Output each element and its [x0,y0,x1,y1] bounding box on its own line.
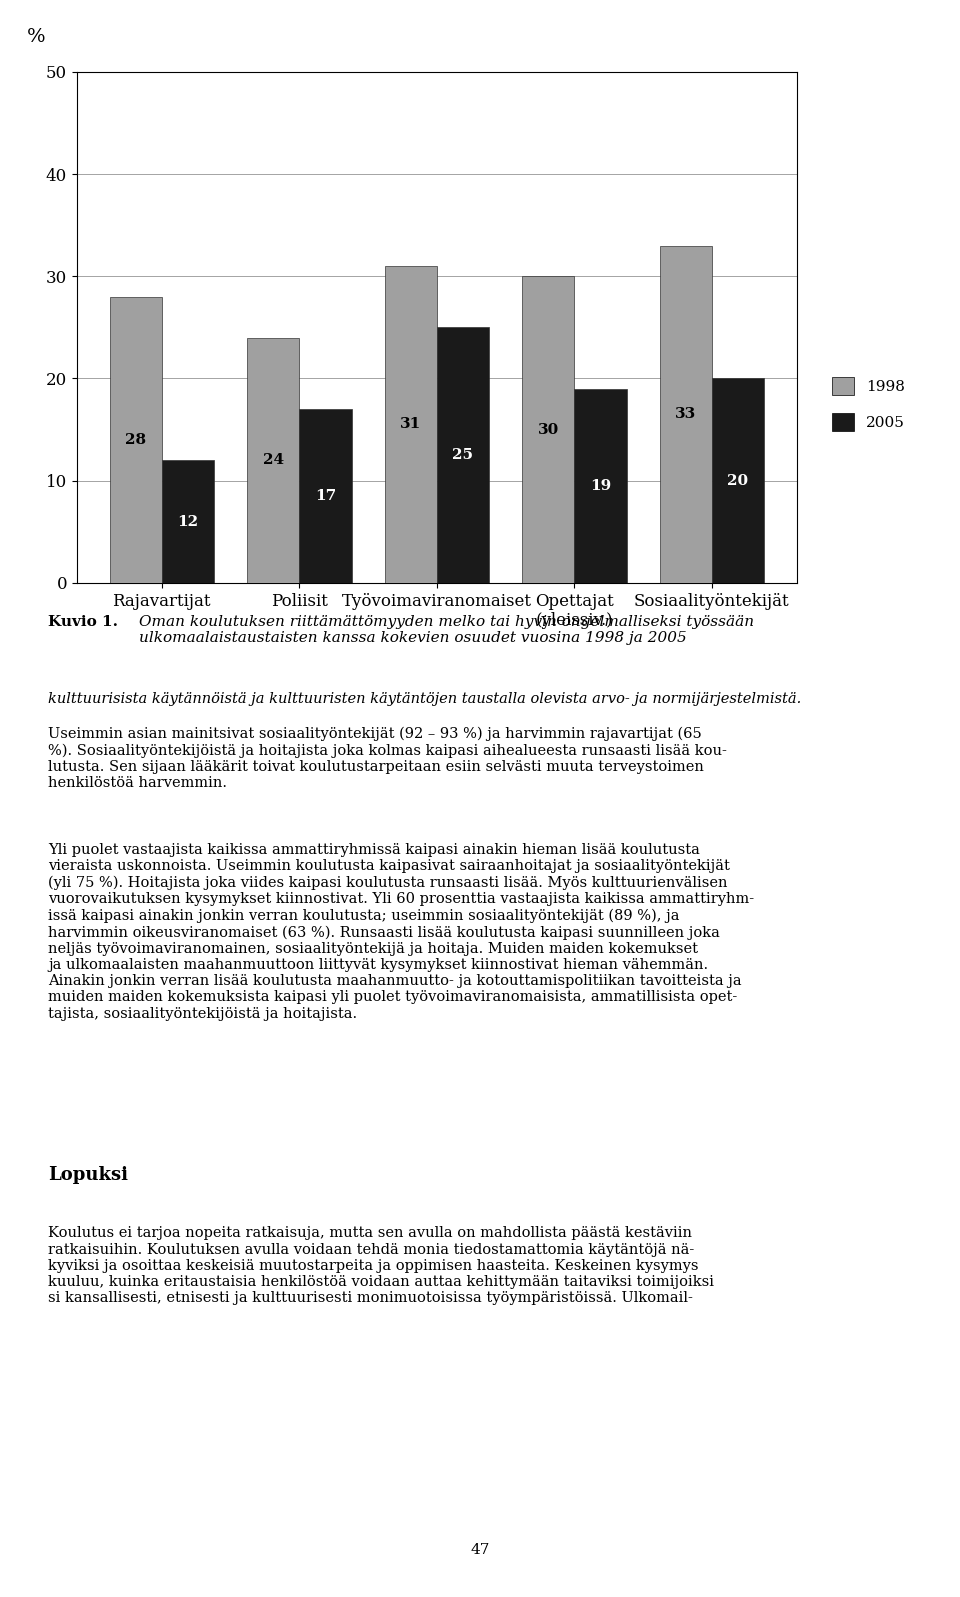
Text: 12: 12 [178,514,199,529]
Text: 33: 33 [675,407,696,422]
Text: 24: 24 [263,454,284,468]
Text: kulttuurisista käytännöistä ja kulttuuristen käytäntöjen taustalla olevista arvo: kulttuurisista käytännöistä ja kulttuuri… [48,692,802,706]
Bar [109,297,162,583]
Bar [247,337,300,583]
Text: 20: 20 [728,474,749,487]
Bar [574,388,627,583]
Text: Useimmin asian mainitsivat sosiaalityöntekijät (92 – 93 %) ja harvimmin rajavart: Useimmin asian mainitsivat sosiaalityönt… [48,727,727,791]
Bar [522,276,574,583]
Text: 28: 28 [125,433,146,447]
Bar [711,378,764,583]
Bar [385,267,437,583]
Text: 47: 47 [470,1543,490,1557]
Text: Kuvio 1.: Kuvio 1. [48,615,118,629]
Text: 19: 19 [589,479,612,493]
Text: Yli puolet vastaajista kaikissa ammattiryhmissä kaipasi ainakin hieman lisää kou: Yli puolet vastaajista kaikissa ammattir… [48,843,755,1020]
Bar [437,327,489,583]
Text: Oman koulutuksen riittämättömyyden melko tai hyvin ongelmalliseksi työssään
ulko: Oman koulutuksen riittämättömyyden melko… [139,615,755,645]
Bar [162,460,214,583]
Text: Lopuksi: Lopuksi [48,1166,128,1183]
Bar [660,246,711,583]
Text: 30: 30 [538,423,559,436]
Text: 31: 31 [400,417,421,431]
Legend: 1998, 2005: 1998, 2005 [826,371,911,438]
Text: %: % [26,29,45,46]
Bar [300,409,351,583]
Text: 17: 17 [315,489,336,503]
Text: 25: 25 [452,449,473,462]
Text: Koulutus ei tarjoa nopeita ratkaisuja, mutta sen avulla on mahdollista päästä ke: Koulutus ei tarjoa nopeita ratkaisuja, m… [48,1226,714,1305]
